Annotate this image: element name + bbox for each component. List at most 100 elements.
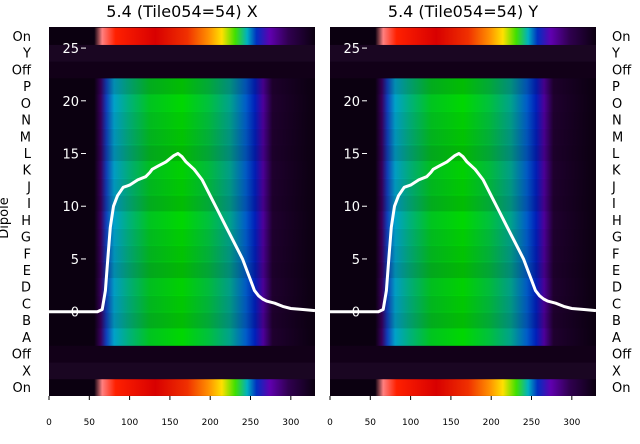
heatmap-row-16 bbox=[49, 127, 315, 146]
y-category-label: G bbox=[612, 231, 622, 246]
heatmap-row-10 bbox=[49, 228, 315, 246]
heatmap-row-11 bbox=[49, 211, 315, 229]
heatmap-row-20 bbox=[330, 61, 596, 79]
y-category-label: P bbox=[612, 80, 620, 95]
heatmap-row-18 bbox=[49, 94, 315, 112]
heatmap-row-6 bbox=[330, 295, 596, 313]
heatmap-row-22 bbox=[330, 27, 596, 45]
heatmap-row-13 bbox=[49, 178, 315, 196]
heatmap-row-4 bbox=[330, 328, 596, 346]
y-category-label: N bbox=[612, 114, 622, 129]
y-category-label: C bbox=[612, 297, 621, 312]
heatmap-row-12 bbox=[330, 194, 596, 213]
overlay-y-tick-label: 25 bbox=[62, 42, 79, 57]
overlay-y-tick-label: 20 bbox=[62, 95, 79, 110]
y-category-label: J bbox=[26, 180, 31, 195]
y-category-label: I bbox=[612, 197, 616, 212]
y-category-label: N bbox=[21, 114, 31, 129]
heatmap-row-6 bbox=[49, 295, 315, 313]
y-category-label: Y bbox=[611, 47, 620, 62]
heatmap-row-8 bbox=[330, 261, 596, 279]
x-tick-label: 0 bbox=[327, 418, 333, 428]
y-category-label: F bbox=[24, 247, 31, 262]
x-tick-label: 50 bbox=[365, 418, 377, 428]
y-category-label: X bbox=[612, 364, 621, 379]
y-category-label: On bbox=[13, 30, 31, 45]
overlay-line bbox=[49, 152, 316, 314]
heatmap-row-1 bbox=[49, 378, 315, 396]
overlay-y-tick-label: 10 bbox=[343, 200, 360, 215]
overlay-y-tick-label: 10 bbox=[62, 200, 79, 215]
chart-title: 5.4 (Tile054=54) X bbox=[106, 2, 257, 21]
y-category-label: A bbox=[22, 331, 31, 346]
y-category-label: B bbox=[22, 314, 31, 329]
overlay-y-tick-label: 15 bbox=[62, 148, 79, 163]
y-category-label: K bbox=[612, 164, 621, 179]
x-tick-label: 200 bbox=[202, 418, 219, 428]
heatmap-row-15 bbox=[330, 144, 596, 162]
heatmap-row-18 bbox=[330, 94, 596, 112]
y-category-label: On bbox=[13, 381, 31, 396]
y-category-label: E bbox=[23, 264, 31, 279]
x-tick-label: 150 bbox=[442, 418, 459, 428]
overlay-y-tick-label: 0 bbox=[71, 306, 79, 321]
y-category-label: H bbox=[21, 214, 31, 229]
y-category-label: O bbox=[21, 97, 31, 112]
y-category-label: L bbox=[612, 147, 620, 162]
y-category-label: H bbox=[612, 214, 622, 229]
x-tick-label: 200 bbox=[483, 418, 500, 428]
y-category-label: Off bbox=[12, 348, 32, 363]
y-category-label: B bbox=[612, 314, 621, 329]
y-category-label: E bbox=[612, 264, 620, 279]
x-tick-label: 100 bbox=[121, 418, 138, 428]
y-category-label: Y bbox=[22, 47, 31, 62]
x-tick-label: 150 bbox=[161, 418, 178, 428]
y-category-label: M bbox=[20, 130, 31, 145]
x-tick-label: 50 bbox=[84, 418, 96, 428]
heatmap-row-11 bbox=[330, 211, 596, 229]
y-category-label: X bbox=[22, 364, 31, 379]
overlay-y-tick-label: 5 bbox=[352, 253, 360, 268]
y-category-label: F bbox=[612, 247, 619, 262]
y-category-label: G bbox=[21, 231, 31, 246]
heatmap-row-4 bbox=[49, 328, 315, 346]
overlay-y-tick-label: 0 bbox=[352, 306, 360, 321]
y-axis-label: Dipole bbox=[0, 197, 12, 238]
overlay-line bbox=[330, 152, 597, 314]
y-category-label: L bbox=[24, 147, 32, 162]
y-category-label: Off bbox=[12, 63, 32, 78]
heatmap-row-19 bbox=[330, 77, 596, 96]
heatmap-row-12 bbox=[49, 194, 315, 213]
heatmap-row-3 bbox=[330, 345, 596, 363]
x-tick-label: 250 bbox=[242, 418, 259, 428]
heatmap-row-14 bbox=[49, 161, 315, 179]
heatmap-row-7 bbox=[49, 278, 315, 296]
y-category-label: I bbox=[27, 197, 31, 212]
heatmap-row-14 bbox=[330, 161, 596, 179]
heatmap-row-17 bbox=[49, 111, 315, 129]
heatmap-row-3 bbox=[49, 345, 315, 363]
y-category-label: J bbox=[611, 180, 616, 195]
y-category-label: Off bbox=[612, 348, 632, 363]
y-category-label: On bbox=[612, 381, 630, 396]
y-category-label: C bbox=[22, 297, 31, 312]
heatmap-row-5 bbox=[330, 311, 596, 330]
heatmap-row-22 bbox=[49, 27, 315, 45]
y-category-label: D bbox=[21, 281, 31, 296]
heatmap-row-2 bbox=[49, 361, 315, 380]
y-category-label: O bbox=[612, 97, 622, 112]
heatmap-row-21 bbox=[330, 44, 596, 62]
heatmap-row-13 bbox=[330, 178, 596, 196]
heatmap-row-16 bbox=[330, 127, 596, 146]
x-tick-label: 250 bbox=[523, 418, 540, 428]
y-category-label: Off bbox=[612, 63, 632, 78]
heatmap-row-9 bbox=[330, 244, 596, 263]
heatmap-row-1 bbox=[330, 378, 596, 396]
heatmap-row-10 bbox=[330, 228, 596, 246]
heatmap-row-19 bbox=[49, 77, 315, 96]
y-category-label: K bbox=[22, 164, 31, 179]
